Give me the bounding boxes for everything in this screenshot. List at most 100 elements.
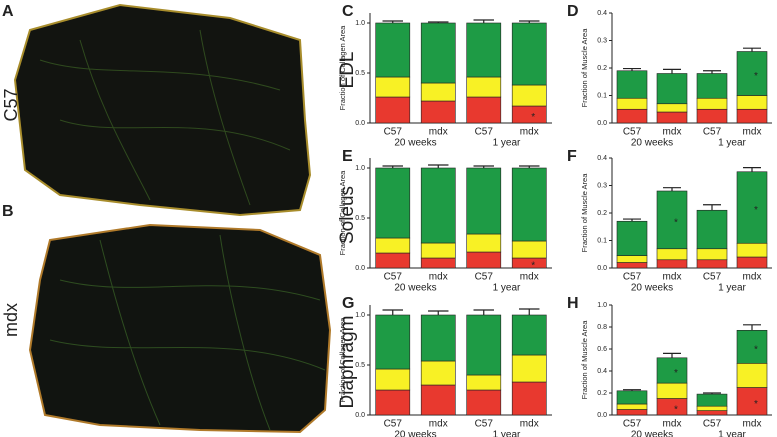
x-tick-label: mdx — [520, 419, 539, 430]
y-tick-label: 0.6 — [597, 346, 607, 353]
bar-segment — [736, 242, 768, 258]
bar-segment — [736, 387, 768, 416]
error-bar — [473, 165, 494, 168]
x-tick-label: mdx — [429, 272, 448, 283]
y-axis-title: Fraction of Muscle Area — [580, 173, 589, 253]
significance-star: * — [754, 205, 758, 216]
x-tick-label: mdx — [663, 272, 682, 283]
bar-segment — [736, 329, 768, 364]
error-bar — [473, 309, 494, 315]
error-bar — [703, 392, 721, 395]
bar-segment — [696, 108, 728, 124]
x-tick-label: mdx — [743, 127, 762, 138]
y-tick-label: 0.0 — [597, 265, 607, 272]
bar-segment — [696, 73, 728, 99]
bar-segment — [466, 96, 502, 124]
y-tick-label: 0.3 — [597, 37, 607, 44]
x-tick-label: C57 — [475, 419, 494, 430]
y-tick-label: 0.4 — [597, 368, 607, 375]
bar-segment — [511, 257, 547, 269]
micrograph-b — [17, 223, 332, 434]
image-label: C57 — [1, 88, 21, 121]
bar-segment — [511, 381, 547, 416]
error-bar — [703, 70, 721, 74]
bar-segment — [616, 255, 648, 263]
panel-letter: B — [2, 203, 14, 220]
x-tick-label: C57 — [384, 419, 403, 430]
bar-segment — [375, 368, 411, 391]
significance-star: * — [674, 404, 678, 415]
image-label: mdx — [1, 303, 21, 337]
group-label: 1 year — [718, 283, 746, 294]
x-tick-label: C57 — [475, 127, 494, 138]
bar-segment — [420, 314, 456, 362]
significance-star: * — [754, 344, 758, 355]
row-label: EDL — [337, 52, 358, 89]
group-label: 1 year — [493, 138, 521, 149]
panel-letter: G — [342, 295, 354, 312]
y-axis-title: Fraction of Collagen Area — [338, 25, 347, 110]
x-tick-label: mdx — [663, 127, 682, 138]
bar-segment — [656, 190, 688, 250]
bar-segment — [656, 259, 688, 269]
bar-segment — [511, 22, 547, 86]
panel-letter: D — [567, 3, 579, 20]
y-tick-label: 0.1 — [597, 237, 607, 244]
y-tick-label: 1.0 — [355, 20, 365, 27]
x-tick-label: C57 — [703, 419, 722, 430]
x-tick-label: C57 — [623, 419, 642, 430]
error-bar — [428, 164, 449, 168]
y-tick-label: 0.4 — [597, 155, 607, 162]
bar-segment — [375, 167, 411, 239]
group-label: 1 year — [493, 430, 521, 437]
x-tick-label: mdx — [429, 419, 448, 430]
bar-segment — [420, 100, 456, 124]
bar-segment — [466, 22, 502, 78]
micrograph-a — [13, 3, 312, 217]
error-bar — [382, 165, 403, 168]
error-bar — [519, 308, 540, 315]
bar-segment — [656, 382, 688, 399]
bar-segment — [466, 233, 502, 253]
group-label: 1 year — [718, 138, 746, 149]
panel-letter: E — [342, 148, 353, 165]
bar-segment — [375, 252, 411, 269]
bar-segment — [420, 22, 456, 84]
x-tick-label: C57 — [623, 127, 642, 138]
error-bar — [703, 204, 721, 211]
significance-star: * — [531, 261, 535, 272]
error-bar — [519, 20, 540, 23]
y-tick-label: 0.5 — [355, 70, 365, 77]
significance-star: * — [674, 368, 678, 379]
x-tick-label: mdx — [743, 419, 762, 430]
error-bar — [623, 218, 641, 222]
y-tick-label: 0.0 — [355, 412, 365, 419]
bar-segment — [420, 242, 456, 259]
x-tick-label: mdx — [743, 272, 762, 283]
bar-segment — [656, 73, 688, 105]
bar-segment — [420, 360, 456, 386]
error-bar — [519, 165, 540, 168]
y-tick-label: 1.0 — [355, 165, 365, 172]
x-tick-label: mdx — [663, 419, 682, 430]
bar-segment — [375, 96, 411, 124]
bar-segment — [466, 76, 502, 98]
row-label: Diaphragm — [337, 316, 358, 409]
group-label: 20 weeks — [394, 430, 436, 437]
bar-segment — [616, 409, 648, 416]
bar-segment — [696, 248, 728, 261]
bar-segment — [616, 70, 648, 99]
significance-star: * — [754, 71, 758, 82]
bar-segment — [511, 167, 547, 242]
group-label: 20 weeks — [631, 138, 673, 149]
error-bar — [663, 187, 681, 191]
error-bar — [623, 389, 641, 391]
bar-segment — [511, 84, 547, 107]
bar-segment — [511, 354, 547, 383]
y-axis-title: Fraction of Collagen Area — [338, 317, 347, 402]
bar-segment — [696, 209, 728, 250]
bar-segment — [375, 76, 411, 98]
bar-segment — [656, 103, 688, 113]
y-tick-label: 0.2 — [597, 65, 607, 72]
